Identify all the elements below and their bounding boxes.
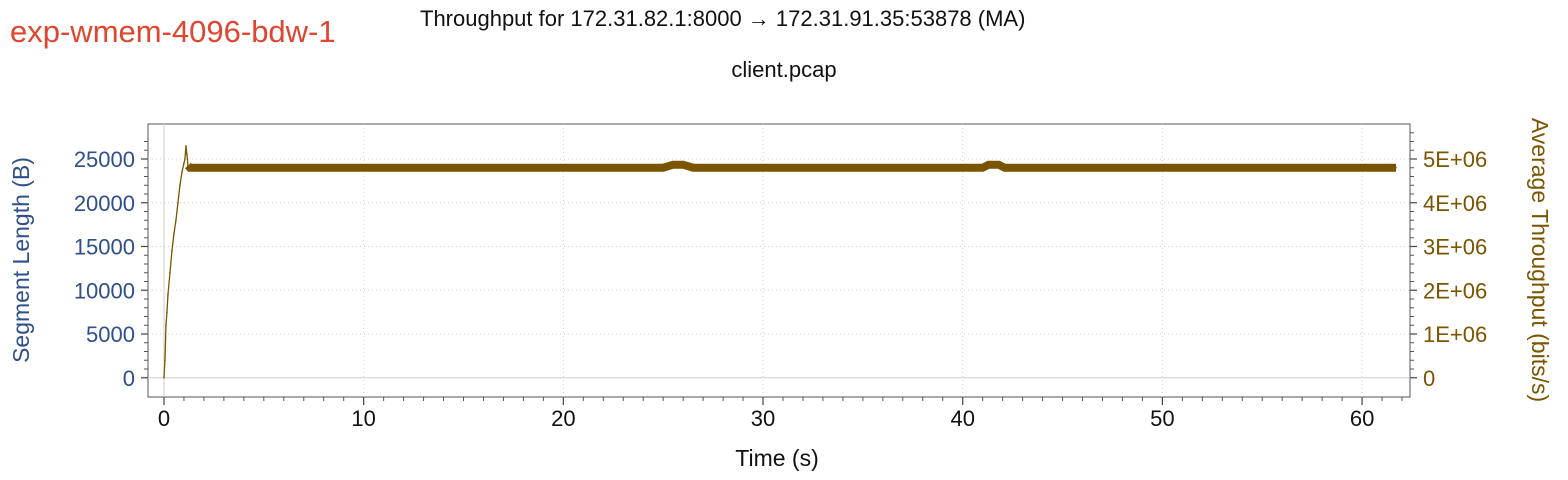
throughput-point [462, 166, 465, 169]
throughput-point [662, 166, 664, 169]
x-tick-label: 20 [551, 406, 575, 431]
throughput-point [203, 166, 205, 169]
throughput-point [163, 376, 165, 379]
throughput-steady-line [184, 160, 1397, 172]
throughput-point [1361, 166, 1363, 169]
throughput-point [179, 184, 181, 187]
y-right-tick-label: 2E+06 [1423, 278, 1487, 303]
throughput-point [997, 163, 1000, 166]
throughput-point [173, 232, 175, 235]
throughput-point [1395, 166, 1397, 169]
throughput-point [682, 163, 684, 166]
throughput-point [185, 145, 187, 147]
grid-lines [148, 124, 1410, 397]
throughput-point [187, 164, 189, 167]
chart-title: Throughput for 172.31.82.1:8000 → 172.31… [420, 6, 1026, 31]
throughput-point [263, 166, 265, 169]
throughput-point [362, 166, 365, 169]
y-axis-right-label: Average Throughput (bits/s) [1527, 118, 1553, 402]
throughput-point [177, 201, 179, 204]
axis-ticks [141, 132, 1417, 405]
throughput-point [175, 219, 177, 222]
y-right-tick-label: 1E+06 [1423, 322, 1487, 347]
throughput-point [961, 166, 964, 169]
y-right-tick-label: 5E+06 [1423, 147, 1487, 172]
x-tick-label: 30 [751, 406, 775, 431]
tick-labels: 0 10 20 30 40 50 60 0 5000 10000 15000 20000 25000 0 1… [74, 147, 1487, 431]
x-tick-label: 60 [1350, 406, 1374, 431]
throughput-point [184, 158, 186, 160]
throughput-point [169, 271, 171, 274]
throughput-point [164, 359, 166, 362]
throughput-point [167, 293, 169, 296]
y-left-tick-label: 20000 [74, 191, 135, 216]
y-right-tick-label: 4E+06 [1423, 191, 1487, 216]
y-right-tick-label: 3E+06 [1423, 235, 1487, 260]
throughput-point [692, 166, 694, 169]
y-right-tick-label: 0 [1423, 366, 1435, 391]
x-tick-label: 0 [158, 406, 170, 431]
y-left-tick-label: 25000 [74, 147, 135, 172]
throughput-point [981, 166, 984, 169]
experiment-tag: exp-wmem-4096-bdw-1 [10, 14, 336, 49]
throughput-point [1011, 166, 1014, 169]
series-layer [163, 145, 1397, 379]
throughput-point [987, 163, 990, 166]
throughput-point [1161, 166, 1164, 169]
x-axis-label: Time (s) [735, 445, 818, 471]
y-left-tick-label: 5000 [86, 322, 135, 347]
y-left-tick-label: 15000 [74, 235, 135, 260]
throughput-point [166, 311, 168, 313]
x-tick-label: 40 [950, 406, 974, 431]
throughput-point [1261, 166, 1264, 169]
x-tick-label: 50 [1150, 406, 1174, 431]
throughput-point [189, 166, 191, 169]
throughput-point [702, 166, 704, 169]
throughput-point [193, 166, 195, 169]
y-axis-left-label: Segment Length (B) [8, 157, 34, 363]
chart-subtitle: client.pcap [731, 57, 837, 82]
throughput-point [181, 171, 183, 173]
throughput-point [186, 153, 188, 156]
throughput-point [183, 162, 185, 165]
y-left-tick-label: 10000 [74, 278, 135, 303]
throughput-point [672, 163, 674, 166]
throughput-point [171, 250, 173, 252]
y-left-tick-label: 0 [123, 366, 135, 391]
throughput-point [762, 166, 764, 169]
throughput-point [1061, 166, 1064, 169]
throughput-point [165, 324, 167, 327]
throughput-point [1003, 166, 1006, 169]
throughput-point [562, 166, 565, 169]
throughput-point [862, 166, 864, 169]
x-tick-label: 10 [351, 406, 375, 431]
